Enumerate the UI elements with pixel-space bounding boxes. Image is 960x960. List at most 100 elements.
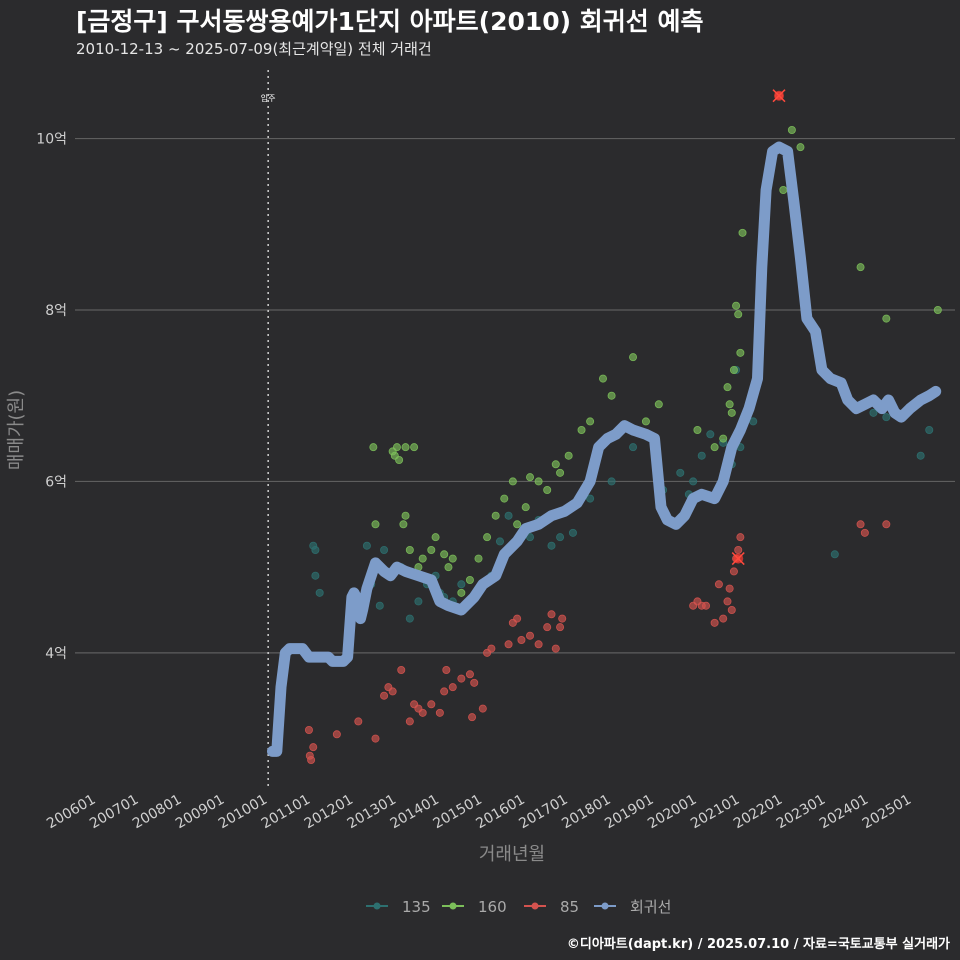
data-point-135: [869, 408, 878, 417]
y-tick-label: 8억: [45, 303, 67, 319]
data-point-85: [719, 614, 728, 623]
legend-swatch-dot: [449, 902, 457, 910]
data-point-85: [440, 687, 449, 696]
data-point-160: [513, 520, 522, 529]
data-point-85: [710, 618, 719, 627]
data-point-135: [311, 571, 320, 580]
data-point-135: [375, 601, 384, 610]
data-point-85: [435, 708, 444, 717]
data-point-160: [599, 374, 608, 383]
data-point-160: [500, 494, 509, 503]
data-point-85: [702, 601, 711, 610]
data-point-160: [738, 228, 747, 237]
legend-swatch-dot: [531, 902, 539, 910]
data-point-135: [629, 443, 638, 452]
data-point-160: [719, 434, 728, 443]
data-point-160: [371, 520, 380, 529]
data-point-160: [508, 477, 517, 486]
data-point-85: [526, 631, 535, 640]
data-point-85: [517, 636, 526, 645]
data-point-85: [714, 580, 723, 589]
data-point-160: [543, 485, 552, 494]
legend-label: 160: [478, 898, 507, 916]
data-point-160: [654, 400, 663, 409]
data-point-85: [723, 597, 732, 606]
data-point-135: [676, 468, 685, 477]
data-point-85: [734, 546, 743, 555]
data-point-135: [504, 511, 513, 520]
data-point-135: [697, 451, 706, 460]
data-point-85: [543, 623, 552, 632]
data-point-85: [465, 670, 474, 679]
x-tick-label: 201001: [216, 792, 270, 833]
data-point-160: [856, 263, 865, 272]
grid: [75, 137, 955, 654]
x-tick-label: 201101: [259, 792, 313, 833]
data-point-160: [727, 408, 736, 417]
data-point-85: [551, 644, 560, 653]
data-point-85: [504, 640, 513, 649]
x-tick-label: 200801: [130, 792, 184, 833]
data-point-160: [405, 546, 414, 555]
data-point-160: [725, 400, 734, 409]
data-point-85: [427, 700, 436, 709]
x-tick-label: 201601: [473, 792, 527, 833]
data-point-85: [397, 666, 406, 675]
data-point-160: [641, 417, 650, 426]
data-point-85: [860, 528, 869, 537]
x-tick-label: 202401: [817, 792, 871, 833]
highlight-cross: [731, 552, 745, 566]
data-point-85: [856, 520, 865, 529]
y-tick-label: 4억: [45, 646, 67, 662]
x-tick-label: 202001: [645, 792, 699, 833]
x-tick-label: 201801: [559, 792, 613, 833]
data-point-135: [495, 537, 504, 546]
data-point-160: [392, 443, 401, 452]
data-point-160: [796, 143, 805, 152]
data-point-85: [547, 610, 556, 619]
x-tick-label: 202501: [860, 792, 914, 833]
data-point-135: [925, 425, 934, 434]
data-point-160: [401, 511, 410, 520]
data-point-160: [521, 503, 530, 512]
data-point-160: [444, 563, 453, 572]
chart-title: [금정구] 구서동쌍용예가1단지 아파트(2010) 회귀선 예측: [76, 7, 704, 36]
y-axis-ticks: 4억 6억 8억 10억: [36, 132, 67, 662]
data-point-160: [457, 588, 466, 597]
data-point-160: [732, 301, 741, 310]
y-tick-label: 10억: [36, 132, 67, 148]
data-point-160: [526, 473, 535, 482]
x-tick-label: 200901: [173, 792, 227, 833]
data-point-85: [478, 704, 487, 713]
data-point-85: [487, 644, 496, 653]
data-point-135: [916, 451, 925, 460]
data-point-85: [448, 683, 457, 692]
data-point-160: [607, 391, 616, 400]
data-point-160: [483, 533, 492, 542]
data-point-160: [577, 425, 586, 434]
chart-subtitle: 2010-12-13 ~ 2025-07-09(최근계약일) 전체 거래건: [76, 40, 432, 58]
data-point-160: [427, 546, 436, 555]
data-point-135: [607, 477, 616, 486]
data-point-85: [332, 730, 341, 739]
data-point-85: [513, 614, 522, 623]
data-point-135: [556, 533, 565, 542]
data-point-135: [706, 430, 715, 439]
data-point-160: [440, 550, 449, 559]
data-point-160: [693, 425, 702, 434]
data-point-160: [395, 455, 404, 464]
data-point-135: [457, 580, 466, 589]
data-point-85: [729, 567, 738, 576]
data-point-85: [556, 623, 565, 632]
annotation: 입주: [261, 70, 276, 790]
data-point-85: [371, 734, 380, 743]
data-point-135: [547, 541, 556, 550]
legend-label: 회귀선: [630, 898, 671, 916]
data-point-160: [779, 185, 788, 194]
data-point-160: [933, 305, 942, 314]
data-point-85: [725, 584, 734, 593]
source-caption: ©디아파트(dapt.kr) / 2025.07.10 / 자료=국토교통부 실…: [566, 937, 950, 952]
data-point-135: [362, 541, 371, 550]
x-tick-label: 202201: [731, 792, 785, 833]
data-point-85: [304, 726, 313, 735]
